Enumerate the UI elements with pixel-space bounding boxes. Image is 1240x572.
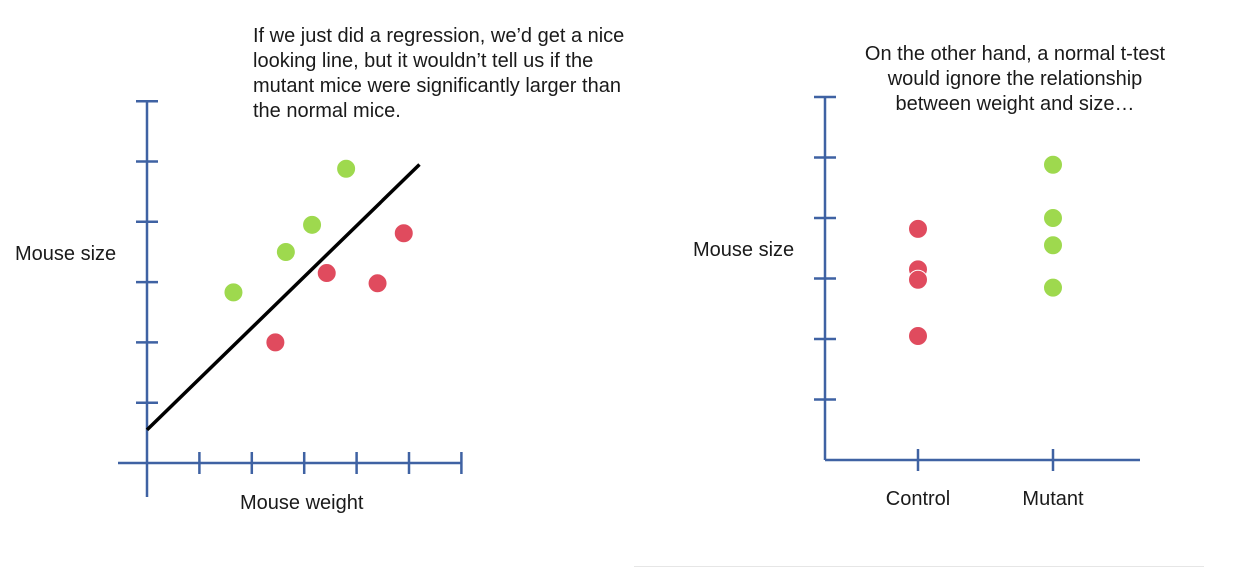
mutant-mouse-point	[1043, 235, 1063, 256]
regression-scatter-chart	[118, 99, 463, 497]
mutant-mouse-point	[223, 282, 244, 303]
category-label-mutant: Mutant	[1022, 488, 1084, 510]
control-mouse-point	[908, 269, 928, 290]
left-y-axis-label: Mouse size	[15, 243, 117, 265]
left-caption-line: mutant mice were significantly larger th…	[253, 75, 621, 97]
mutant-mouse-point	[275, 241, 296, 262]
mutant-mouse-point	[1043, 208, 1063, 228]
left-caption-line: If we just did a regression, we’d get a …	[253, 25, 625, 47]
right-caption: On the other hand, a normal t-test would…	[845, 42, 1185, 117]
ttest-dot-chart	[814, 95, 1140, 471]
mutant-mouse-point	[1043, 154, 1063, 175]
right-caption-line: On the other hand, a normal t-test	[864, 43, 1166, 65]
left-x-axis-label: Mouse weight	[240, 492, 364, 514]
mutant-mouse-point	[302, 214, 323, 235]
category-label-control: Control	[885, 488, 951, 510]
control-mouse-point	[367, 273, 388, 294]
left-caption-line: looking line, but it wouldn’t tell us if…	[253, 50, 594, 72]
control-mouse-point	[393, 223, 414, 244]
right-caption-line: would ignore the relationship	[887, 68, 1143, 90]
right-y-axis-label: Mouse size	[693, 239, 795, 261]
control-mouse-point	[316, 263, 337, 284]
control-mouse-point	[908, 218, 928, 239]
mutant-mouse-point	[1043, 277, 1063, 298]
left-caption: If we just did a regression, we’d get a …	[253, 24, 653, 124]
control-mouse-point	[265, 332, 286, 353]
regression-line	[145, 163, 421, 432]
footer-divider	[634, 566, 1204, 567]
control-mouse-point	[908, 325, 928, 346]
left-caption-line: the normal mice.	[253, 100, 401, 122]
right-caption-line: between weight and size…	[895, 93, 1135, 115]
mutant-mouse-point	[336, 158, 357, 179]
